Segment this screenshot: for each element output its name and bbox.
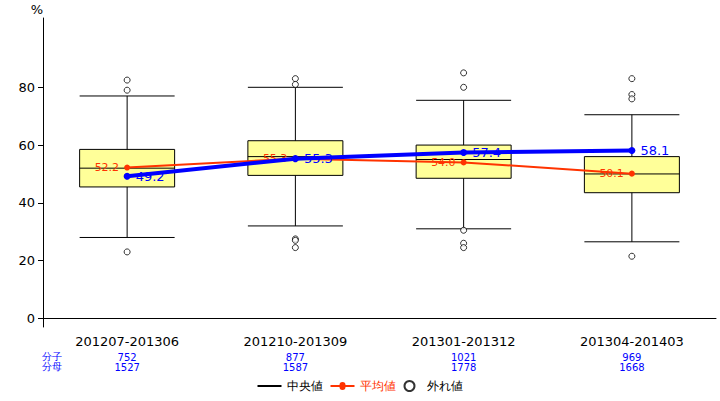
svg-text:1668: 1668	[619, 362, 644, 373]
svg-text:52.2: 52.2	[95, 161, 120, 174]
svg-text:分子: 分子	[42, 350, 62, 362]
svg-text:969: 969	[622, 351, 642, 363]
svg-text:55.3: 55.3	[262, 152, 288, 166]
svg-text:201207-201306: 201207-201306	[75, 334, 179, 349]
svg-text:80: 80	[18, 80, 35, 95]
svg-text:50.1: 50.1	[599, 167, 624, 180]
svg-text:1021: 1021	[450, 351, 477, 363]
svg-text:平均値: 平均値	[360, 379, 396, 393]
svg-text:201210-201309: 201210-201309	[243, 334, 347, 349]
svg-text:54.0: 54.0	[431, 156, 456, 169]
svg-text:60: 60	[18, 138, 35, 153]
svg-text:877: 877	[285, 351, 305, 363]
svg-text:中央値: 中央値	[287, 379, 323, 393]
svg-text:20: 20	[18, 253, 35, 268]
svg-text:1527: 1527	[114, 362, 139, 373]
svg-text:55.3: 55.3	[304, 151, 333, 166]
svg-text:40: 40	[18, 195, 35, 210]
svg-text:58.1: 58.1	[640, 143, 669, 158]
svg-text:1587: 1587	[283, 362, 308, 373]
svg-text:分母: 分母	[42, 361, 62, 372]
svg-text:0: 0	[27, 311, 35, 326]
svg-text:57.4: 57.4	[472, 145, 501, 160]
svg-text:%: %	[31, 2, 43, 17]
svg-text:752: 752	[117, 351, 137, 363]
svg-text:201304-201403: 201304-201403	[580, 334, 684, 349]
svg-text:201301-201312: 201301-201312	[412, 334, 516, 349]
svg-text:1778: 1778	[451, 362, 476, 373]
svg-text:49.2: 49.2	[136, 169, 165, 184]
svg-text:外れ値: 外れ値	[427, 379, 463, 393]
